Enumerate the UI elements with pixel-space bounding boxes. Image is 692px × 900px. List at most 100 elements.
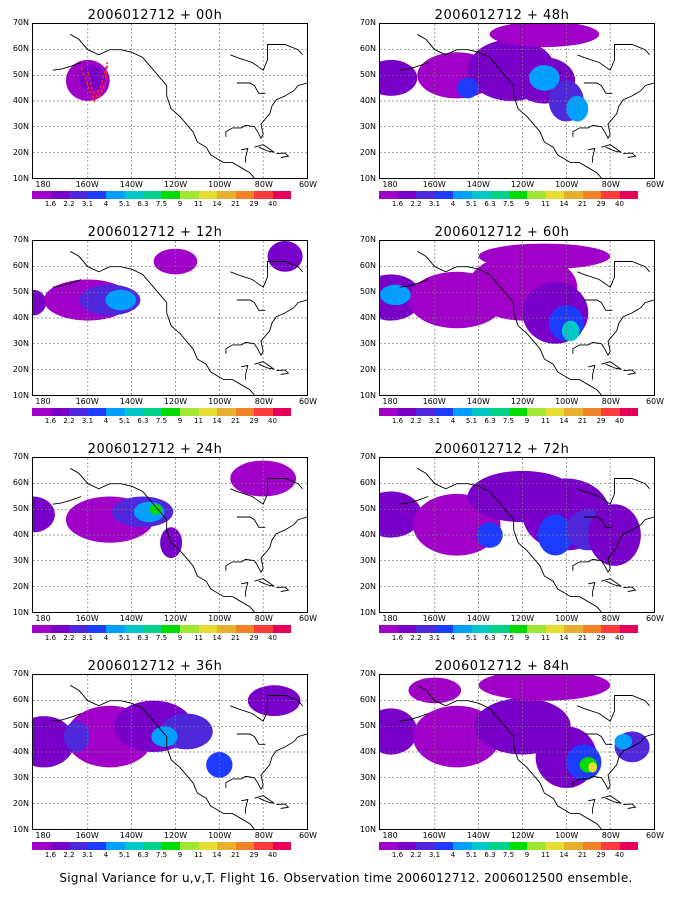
coastline — [588, 581, 596, 597]
colorbar-swatch — [87, 842, 106, 850]
coastline — [236, 516, 266, 528]
panel-title: 2006012712 + 84h — [434, 659, 570, 674]
colorbar-swatch — [453, 625, 472, 633]
latitude-label: 70N — [12, 235, 29, 244]
coastline — [583, 733, 613, 745]
longitude-label: 120W — [510, 397, 535, 406]
coastline — [601, 578, 622, 587]
colorbar-swatch — [69, 842, 88, 850]
coastline — [276, 369, 290, 375]
colorbar-swatch — [564, 408, 583, 416]
longitude-label: 160W — [75, 614, 99, 623]
colorbar-label: 3.1 — [81, 417, 94, 425]
colorbar-label: 7.5 — [155, 417, 168, 425]
coastline — [623, 803, 637, 809]
colorbar-swatch — [180, 191, 199, 199]
coastline — [230, 261, 303, 288]
longitude-label: 120W — [163, 397, 188, 406]
longitude-label: 60W — [645, 614, 665, 623]
colorbar-label: 40 — [615, 200, 624, 208]
colorbar-label: 11 — [194, 417, 203, 425]
coastline — [254, 361, 275, 370]
colorbar-swatch — [471, 408, 490, 416]
colorbar-label: 3.1 — [428, 417, 441, 425]
colorbar-swatch — [124, 408, 143, 416]
colorbar-label: 2.2 — [410, 634, 422, 642]
colorbar-label: 4 — [450, 417, 456, 425]
coastline — [225, 733, 307, 791]
coastline — [225, 516, 307, 574]
colorbar-label: 29 — [249, 634, 259, 642]
colorbar-swatch — [508, 191, 527, 199]
colorbar-label: 11 — [194, 851, 203, 859]
colorbar-swatch — [601, 625, 620, 633]
longitude-label: 80W — [254, 180, 273, 189]
colorbar-label: 3.1 — [428, 634, 441, 642]
coastline — [583, 299, 613, 311]
coastline — [399, 713, 429, 722]
signal-contour — [588, 762, 598, 773]
longitude-label: 160W — [422, 831, 446, 840]
colorbar — [32, 625, 291, 633]
colorbar-label: 1.6 — [391, 200, 404, 208]
colorbar-label: 7.5 — [502, 851, 515, 859]
signal-contour — [33, 716, 75, 768]
colorbar-label: 4 — [103, 417, 109, 425]
coastline — [588, 364, 596, 380]
signal-contour — [566, 95, 589, 122]
colorbar-label: 6.3 — [137, 200, 149, 208]
colorbar-label: 40 — [268, 851, 277, 859]
map-panel: 2006012712 + 84h 70N 60N 50N 40N 30N 20N 10N 180… — [352, 651, 664, 871]
latitude-label: 20N — [12, 582, 29, 591]
coastline — [230, 478, 303, 505]
colorbar — [32, 842, 291, 850]
coastline — [52, 62, 82, 71]
latitude-label: 60N — [12, 44, 29, 53]
longitude-label: 80W — [254, 614, 273, 623]
longitude-label: 120W — [510, 180, 535, 189]
map-canvas — [380, 24, 654, 178]
colorbar-swatch — [453, 842, 472, 850]
colorbar-swatch — [180, 842, 199, 850]
colorbar-label: 6.3 — [484, 851, 496, 859]
latitude-label: 70N — [359, 452, 376, 461]
colorbar-swatch — [545, 191, 564, 199]
colorbar-label: 40 — [615, 851, 624, 859]
colorbar-label: 29 — [249, 851, 259, 859]
colorbar-swatch — [180, 408, 199, 416]
colorbar-swatch — [235, 408, 254, 416]
map-plot-area — [32, 23, 308, 179]
colorbar-label: 5.1 — [465, 634, 478, 642]
colorbar-label: 29 — [596, 417, 606, 425]
colorbar — [32, 191, 291, 199]
colorbar-swatch — [106, 191, 125, 199]
colorbar-swatch — [527, 408, 546, 416]
signal-contour — [380, 59, 418, 96]
map-canvas — [33, 458, 307, 612]
latitude-label: 40N — [359, 530, 376, 539]
latitude-label: 10N — [359, 608, 376, 617]
map-canvas — [33, 24, 307, 178]
colorbar-label: 3.1 — [81, 200, 94, 208]
latitude-label: 40N — [359, 747, 376, 756]
colorbar-swatch — [601, 842, 620, 850]
colorbar-swatch — [32, 625, 51, 633]
longitude-label: 60W — [298, 180, 318, 189]
colorbar-label: 14 — [212, 851, 222, 859]
map-panel: 2006012712 + 60h 70N 60N 50N 40N 30N 20N 10N 180… — [352, 217, 664, 437]
colorbar-swatch — [453, 408, 472, 416]
colorbar-swatch — [143, 625, 162, 633]
colorbar-swatch — [508, 625, 527, 633]
colorbar-label: 2.2 — [63, 634, 75, 642]
map-plot-area — [32, 457, 308, 613]
longitude-label: 100W — [208, 831, 232, 840]
colorbar — [379, 191, 638, 199]
coastline — [577, 261, 650, 288]
colorbar-swatch — [124, 842, 143, 850]
latitude-label: 30N — [12, 556, 29, 565]
panel-title: 2006012712 + 24h — [87, 442, 223, 457]
longitude-label: 180 — [382, 831, 398, 840]
latitude-label: 30N — [12, 339, 29, 348]
colorbar-label: 5.1 — [118, 634, 131, 642]
coastline — [254, 795, 275, 804]
